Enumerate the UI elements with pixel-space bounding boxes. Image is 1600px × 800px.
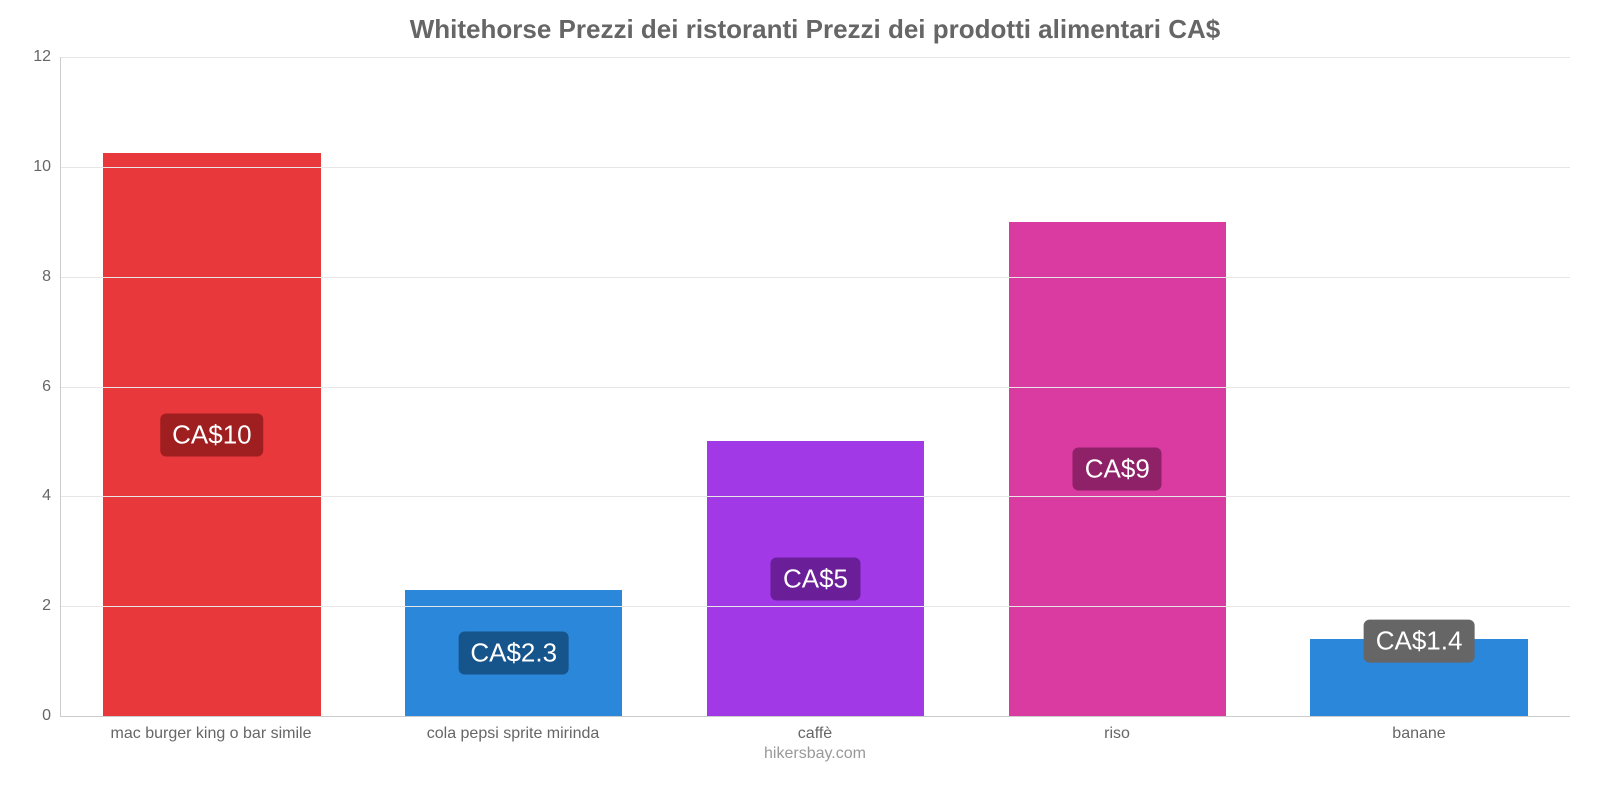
x-tick-label: cola pepsi sprite mirinda: [362, 717, 664, 743]
grid-line: [61, 167, 1570, 168]
bar-value-label: CA$5: [771, 557, 860, 600]
chart-title: Whitehorse Prezzi dei ristoranti Prezzi …: [60, 14, 1570, 45]
bar-value-label: CA$1.4: [1364, 620, 1475, 663]
y-tick-label: 6: [42, 378, 51, 396]
bar: CA$1.4: [1310, 639, 1527, 716]
y-tick-label: 0: [42, 707, 51, 725]
grid-line: [61, 387, 1570, 388]
x-tick-label: mac burger king o bar simile: [60, 717, 362, 743]
x-tick-label: riso: [966, 717, 1268, 743]
grid-line: [61, 277, 1570, 278]
y-tick-label: 2: [42, 597, 51, 615]
bar-value-label: CA$2.3: [458, 631, 569, 674]
y-tick-label: 12: [33, 48, 51, 66]
bar: CA$2.3: [405, 590, 622, 716]
grid-line: [61, 496, 1570, 497]
bar: CA$5: [707, 441, 924, 716]
bar-value-label: CA$9: [1073, 447, 1162, 490]
y-tick-label: 10: [33, 158, 51, 176]
plot-area: CA$10CA$2.3CA$5CA$9CA$1.4 024681012: [60, 57, 1570, 717]
y-tick-label: 4: [42, 487, 51, 505]
grid-line: [61, 606, 1570, 607]
bar: CA$10: [103, 153, 320, 716]
grid-line: [61, 57, 1570, 58]
x-tick-label: banane: [1268, 717, 1570, 743]
bar-value-label: CA$10: [160, 413, 264, 456]
x-tick-label: caffè: [664, 717, 966, 743]
x-axis-labels: mac burger king o bar similecola pepsi s…: [60, 717, 1570, 743]
chart-footer: hikersbay.com: [60, 745, 1570, 763]
price-chart: Whitehorse Prezzi dei ristoranti Prezzi …: [0, 0, 1600, 800]
y-tick-label: 8: [42, 268, 51, 286]
bar: CA$9: [1009, 222, 1226, 716]
